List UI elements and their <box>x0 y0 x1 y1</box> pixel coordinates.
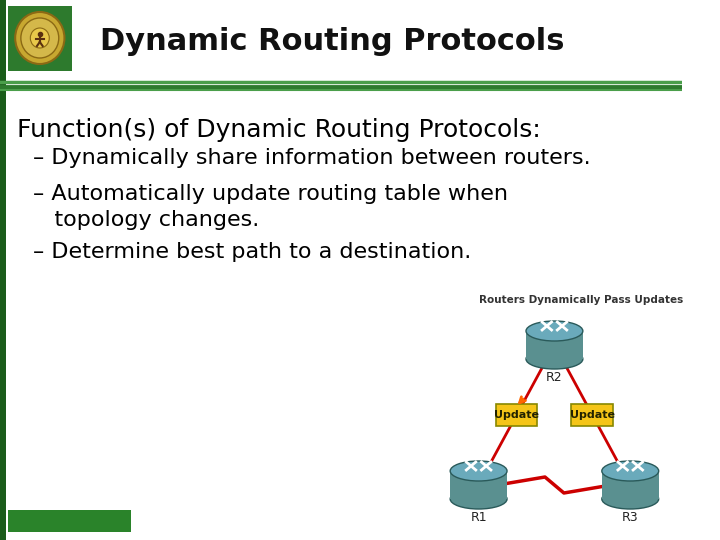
FancyBboxPatch shape <box>8 510 131 532</box>
Text: Dynamic Routing Protocols: Dynamic Routing Protocols <box>99 28 564 57</box>
Text: – Automatically update routing table when
   topology changes.: – Automatically update routing table whe… <box>33 184 508 231</box>
FancyBboxPatch shape <box>450 471 507 499</box>
Ellipse shape <box>526 349 583 369</box>
FancyBboxPatch shape <box>495 404 537 426</box>
FancyBboxPatch shape <box>526 331 583 359</box>
Text: – Dynamically share information between routers.: – Dynamically share information between … <box>33 148 591 168</box>
Text: R3: R3 <box>622 511 639 524</box>
Text: Routers Dynamically Pass Updates: Routers Dynamically Pass Updates <box>479 295 683 305</box>
Text: R1: R1 <box>470 511 487 524</box>
Text: R2: R2 <box>546 371 563 384</box>
Text: Update: Update <box>494 410 539 420</box>
Circle shape <box>21 18 59 58</box>
FancyBboxPatch shape <box>8 6 72 71</box>
Ellipse shape <box>450 489 507 509</box>
Ellipse shape <box>602 461 659 481</box>
FancyBboxPatch shape <box>602 471 659 499</box>
FancyBboxPatch shape <box>0 0 683 80</box>
Text: Update: Update <box>570 410 615 420</box>
Circle shape <box>30 28 49 48</box>
Text: – Determine best path to a destination.: – Determine best path to a destination. <box>33 242 472 262</box>
FancyBboxPatch shape <box>572 404 613 426</box>
Ellipse shape <box>602 489 659 509</box>
Ellipse shape <box>450 461 507 481</box>
Ellipse shape <box>526 321 583 341</box>
FancyBboxPatch shape <box>0 0 6 540</box>
Circle shape <box>15 12 65 64</box>
Text: Function(s) of Dynamic Routing Protocols:: Function(s) of Dynamic Routing Protocols… <box>17 118 541 142</box>
FancyBboxPatch shape <box>8 510 131 532</box>
